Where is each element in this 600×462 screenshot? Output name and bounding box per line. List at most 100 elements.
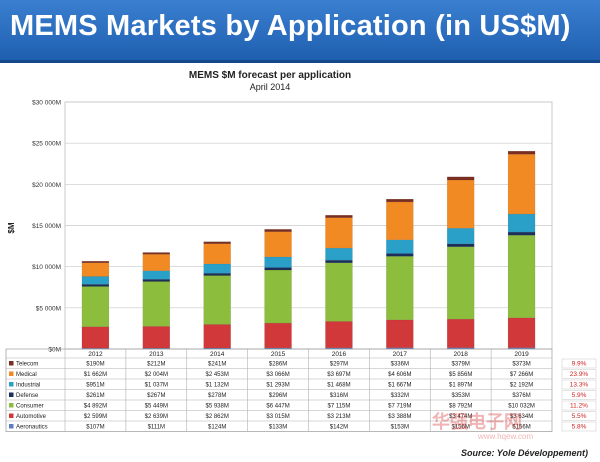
bar-segment-industrial xyxy=(142,270,171,280)
bar-segment-industrial xyxy=(446,228,475,245)
x-tick-label: 2018 xyxy=(453,351,468,358)
data-label: $1 132M xyxy=(206,383,229,389)
data-label: $2 862M xyxy=(206,414,229,420)
cagr-value: 11.2% xyxy=(570,403,588,410)
data-label: $2 192M xyxy=(510,383,533,389)
bar-segment-medical xyxy=(386,201,414,241)
bar-segment-telecom xyxy=(81,261,110,263)
bar-segment-consumer xyxy=(507,234,536,318)
cagr-cell xyxy=(561,369,597,379)
bar-segment-telecom xyxy=(264,229,292,232)
data-label: $6 447M xyxy=(266,404,289,410)
cagr-cell xyxy=(561,400,597,411)
data-label: $142M xyxy=(330,425,348,431)
data-label: $297M xyxy=(330,362,348,368)
data-label: $7 266M xyxy=(510,372,533,378)
x-tick-label: 2016 xyxy=(332,351,347,358)
bar-segment-telecom xyxy=(446,176,475,181)
data-label: $7 719M xyxy=(388,404,411,410)
bar-segment-automotive xyxy=(264,322,292,349)
data-label: $10 032M xyxy=(508,404,535,410)
data-label: $241M xyxy=(208,362,226,368)
data-label: $3 634M xyxy=(510,414,533,420)
y-tick-label: $20 000M xyxy=(32,182,61,189)
y-tick-label: $0M xyxy=(48,347,61,354)
data-label: $278M xyxy=(208,393,226,399)
legend-swatch-industrial xyxy=(9,382,14,387)
data-label: $1 468M xyxy=(327,383,350,389)
cagr-cell xyxy=(561,358,597,369)
data-label: $373M xyxy=(512,362,530,368)
legend-swatch-telecom xyxy=(9,361,14,366)
bar-segment-automotive xyxy=(446,318,475,348)
bar-segment-automotive xyxy=(81,326,110,349)
data-label: $376M xyxy=(512,393,530,399)
cagr-cell xyxy=(561,379,597,390)
y-axis-label: $M xyxy=(7,222,16,233)
legend-entry-medical: Medical xyxy=(16,372,37,378)
x-tick-label: 2017 xyxy=(393,351,408,358)
bar-segment-defense xyxy=(386,253,414,257)
bar-segment-consumer xyxy=(264,269,292,324)
legend-entry-telecom: Telecom xyxy=(16,362,38,368)
data-label: $2 004M xyxy=(145,372,168,378)
data-label: $4 892M xyxy=(84,404,107,410)
bar-segment-industrial xyxy=(386,239,414,254)
data-label: $267M xyxy=(147,393,165,399)
data-label: $5 449M xyxy=(145,404,168,410)
bar-segment-automotive xyxy=(203,324,231,349)
bar-segment-industrial xyxy=(81,276,110,285)
bar-segment-defense xyxy=(142,279,171,282)
cagr-value: 5.9% xyxy=(572,392,587,399)
data-label: $7 115M xyxy=(327,404,350,410)
data-label: $1 662M xyxy=(84,372,107,378)
cagr-value: 23.9% xyxy=(570,371,589,378)
watermark-url: www.hqew.com xyxy=(478,432,534,441)
data-label: $3 015M xyxy=(266,414,289,420)
cagr-value: 9.9% xyxy=(572,361,587,368)
data-label: $156M xyxy=(512,425,530,431)
bar-segment-defense xyxy=(507,231,536,236)
source-note: Source: Yole Développement) xyxy=(460,448,588,458)
bar-segment-consumer xyxy=(81,286,110,327)
data-label: $2 599M xyxy=(84,414,107,420)
bar-segment-medical xyxy=(142,254,171,271)
y-tick-label: $30 000M xyxy=(32,100,61,107)
data-label: $111M xyxy=(148,425,165,431)
data-label: $2 639M xyxy=(145,414,168,420)
legend-entry-aeronautics: Aeronautics xyxy=(16,425,48,431)
data-label: $1 293M xyxy=(266,383,289,389)
data-label: $153M xyxy=(391,425,409,431)
data-label: $3 066M xyxy=(266,372,289,378)
bar-segment-medical xyxy=(446,179,475,229)
bar-segment-medical xyxy=(81,262,110,277)
bar-segment-telecom xyxy=(386,198,414,203)
chart-title: MEMS $M forecast per application xyxy=(188,70,352,81)
bar-segment-medical xyxy=(264,231,292,258)
bar-segment-defense xyxy=(81,284,110,287)
bar-segment-telecom xyxy=(507,150,536,155)
cagr-value: 13.3% xyxy=(570,382,589,389)
data-label: $5 856M xyxy=(449,372,472,378)
data-label: $1 037M xyxy=(145,383,168,389)
bar-segment-consumer xyxy=(203,275,231,325)
data-label: $332M xyxy=(391,393,409,399)
data-label: $1 667M xyxy=(388,383,411,389)
y-tick-label: $10 000M xyxy=(32,264,61,271)
data-label: $3 213M xyxy=(327,414,350,420)
data-label: $353M xyxy=(452,393,470,399)
x-tick-label: 2019 xyxy=(514,351,529,358)
x-tick-label: 2013 xyxy=(149,351,164,358)
bar-segment-industrial xyxy=(507,213,536,233)
data-label: $107M xyxy=(86,425,104,431)
data-label: $133M xyxy=(269,425,287,431)
x-tick-label: 2015 xyxy=(271,351,286,358)
bar-segment-defense xyxy=(446,243,475,247)
data-label: $316M xyxy=(330,393,348,399)
bar-segment-industrial xyxy=(203,263,231,274)
x-tick-label: 2014 xyxy=(210,351,225,358)
data-label: $124M xyxy=(208,425,226,431)
data-label: $212M xyxy=(147,362,165,368)
legend-swatch-automotive xyxy=(9,413,14,418)
